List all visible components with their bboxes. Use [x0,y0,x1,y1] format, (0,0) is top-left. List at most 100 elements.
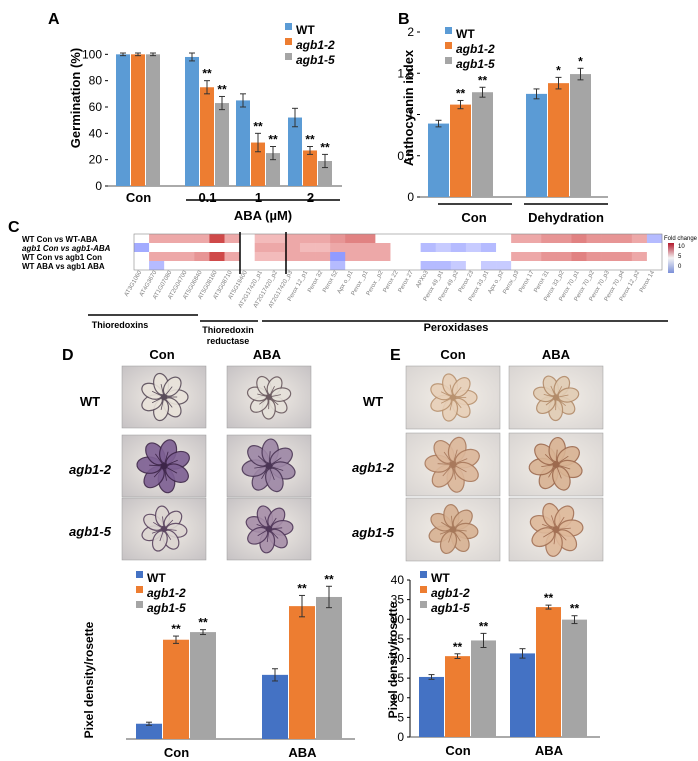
group-label-peroxidases: Peroxidases [424,322,489,334]
panel-e-row-agb15: agb1-5 [352,525,395,540]
panel-d-chart: Pixel density/rosette ** **Con****ABA WTa… [82,571,355,760]
legend-swatch-agb1-2 [420,586,427,593]
bar-agb1-5-3 [318,160,332,186]
heatmap-cell [345,261,361,270]
heatmap-cell [390,234,406,243]
panel-e-row-wt: WT [363,394,383,409]
heatmap-cell [284,234,301,243]
heatmap-row-label-2: agb1 Con vs agb1-ABA [22,244,111,253]
rosette-center [449,461,457,468]
heatmap-border [133,233,663,271]
heatmap-cell [360,243,376,252]
y-tick-label: 100 [82,47,102,61]
y-tick-label: 20 [89,153,103,167]
y-tick-label: 1 [407,108,414,122]
heatmap-cell [299,261,316,270]
significance-star: ** [320,140,330,154]
heatmap-cell [571,261,587,270]
bar-agb1-5-1 [215,103,229,186]
significance-star: ** [544,591,554,605]
heatmap-cell [465,261,482,270]
heatmap-cell [239,252,255,261]
significance-star: ** [456,86,466,100]
y-tick-label: 40 [89,126,103,140]
y-tick-label: 10 [391,691,405,705]
heatmap-cell [646,234,663,243]
panel-b-ylabel: Anthocyanin index [401,49,416,166]
x-tick-label: 2 [307,190,314,205]
panel-d-photos: Con ABA WT agb1-2 agb1-5 [69,347,312,561]
bar-agb1-2-2 [251,142,265,186]
heatmap-gene-label: Perox 27 [398,269,416,293]
panel-c-heatmap: WT Con vs WT-ABA agb1 Con vs agb1-ABA WT… [22,232,698,346]
bar-wt-1 [185,56,199,186]
bar-wt-1 [262,674,288,739]
panel-d-col-aba: ABA [253,347,282,362]
heatmap-cell [164,243,180,252]
heatmap-cell [254,234,271,243]
heatmap-cell [586,252,602,261]
heatmap-cell [360,261,376,270]
legend-swatch-wt [136,571,143,578]
x-tick-label: Con [126,190,151,205]
heatmap-row-label-4: WT ABA vs agb1 ABA [22,262,105,271]
heatmap-cell [601,243,618,252]
y-tick-label: 60 [89,100,103,114]
bar-agb1-2-1 [200,87,214,186]
x-tick-label: 0.1 [198,190,216,205]
colorbar-tick-0: 0 [678,264,682,270]
panel-a-aba-label: ABA (µM) [234,208,292,223]
bar-agb1-5-0 [472,92,493,197]
bar-agb1-2-0 [163,639,189,739]
heatmap-cell [405,243,421,252]
heatmap-cell [375,243,391,252]
heatmap-cell [164,234,180,243]
heatmap-cell [556,234,572,243]
heatmap-cell [345,252,361,261]
panel-letter-c: C [8,219,20,236]
heatmap-cell [541,243,557,252]
heatmap-cell [646,252,663,261]
heatmap-cell [601,252,618,261]
heatmap-cell [390,252,406,261]
heatmap-cell [511,252,527,261]
significance-star: * [578,54,583,68]
heatmap-cell [149,234,165,243]
heatmap-cell [571,252,587,261]
heatmap-cell [556,252,572,261]
heatmap-cell [315,243,331,252]
heatmap-cell [254,252,271,261]
significance-star: ** [297,581,307,595]
legend-label-agb1-2: agb1-2 [431,586,470,600]
heatmap-cell [164,252,180,261]
heatmap-cell [330,252,346,261]
heatmap-cell [330,243,346,252]
heatmap-cell [465,234,482,243]
y-tick-label: 5 [397,710,404,724]
heatmap-cell [616,252,633,261]
heatmap-cell [631,261,648,270]
heatmap-cell [375,234,391,243]
heatmap-cell [601,261,618,270]
bar-agb1-5-0 [471,640,496,737]
heatmap-cell [450,261,467,270]
heatmap-cell [224,252,240,261]
heatmap-cell [435,234,452,243]
heatmap-cell [450,234,467,243]
heatmap-cell [194,243,210,252]
bar-agb1-5-1 [562,619,587,737]
heatmap-cell [420,243,437,252]
heatmap-cell [254,261,271,270]
heatmap-cell [465,252,482,261]
legend-swatch-agb1-2 [136,586,143,593]
panel-letter-e: E [390,347,401,364]
heatmap-cell [179,261,195,270]
heatmap-cell [646,243,663,252]
heatmap-cell [496,252,512,261]
heatmap-cell [405,252,421,261]
heatmap-cell [631,252,648,261]
bar-wt-3 [288,117,302,186]
heatmap-cell [209,234,225,243]
colorbar [668,243,674,273]
